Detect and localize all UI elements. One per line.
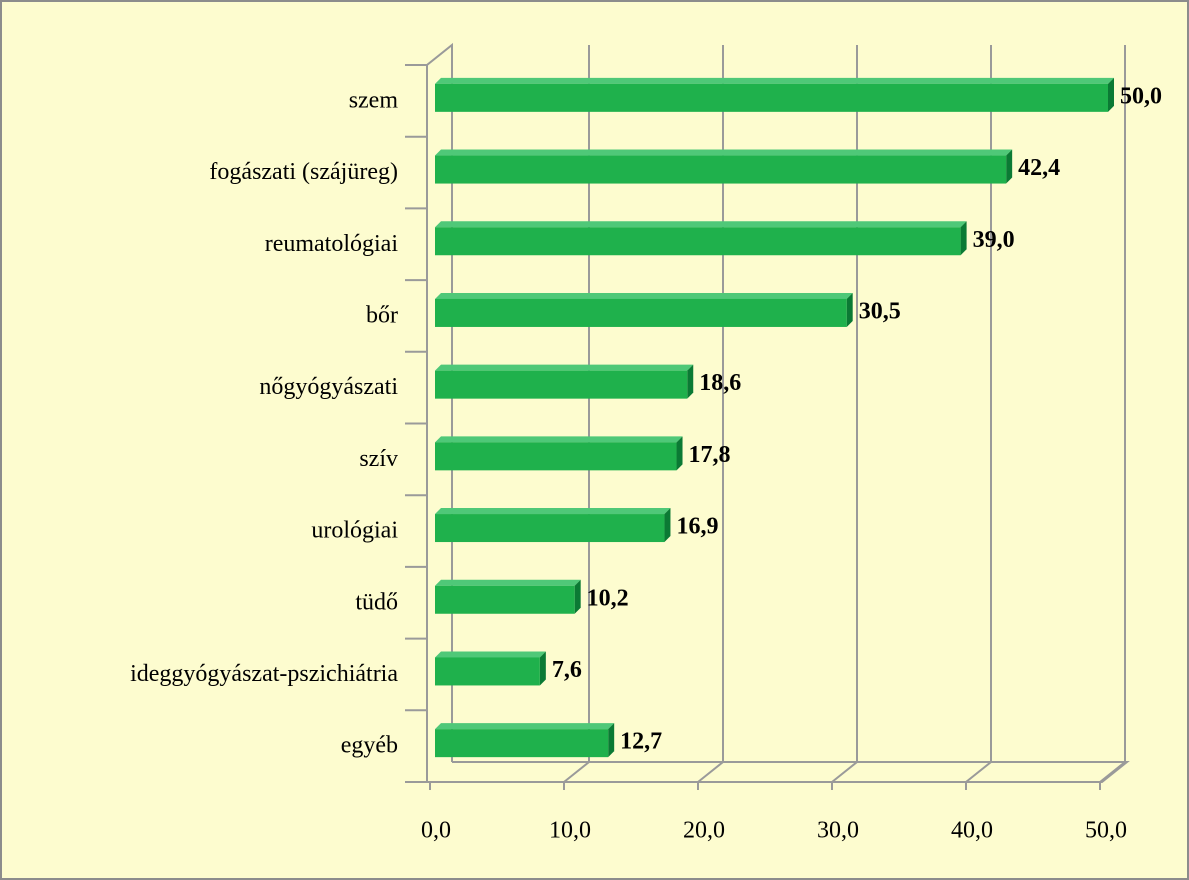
x-tick-label: 20,0 — [683, 818, 725, 844]
data-label: 7,6 — [552, 657, 582, 683]
floor — [427, 761, 1130, 783]
bar-end — [676, 436, 683, 471]
bar-end — [846, 292, 853, 327]
bar-end — [960, 221, 967, 256]
data-label: 17,8 — [689, 442, 731, 468]
y-tick-label: nőgyógyászati — [259, 374, 398, 400]
bar — [435, 77, 1114, 112]
bar-top — [435, 292, 853, 299]
bar — [435, 149, 1013, 184]
x-tick-label: 10,0 — [549, 818, 591, 844]
grid-line — [965, 45, 992, 783]
data-label: 50,0 — [1120, 83, 1162, 109]
bar-end — [664, 508, 671, 543]
bar-front — [435, 227, 961, 256]
bar-top — [435, 723, 615, 730]
bar-top — [435, 77, 1114, 84]
bar-front — [435, 514, 665, 543]
bar-top — [435, 436, 683, 443]
bar-top — [435, 221, 967, 228]
y-tick-label: fogászati (szájüreg) — [209, 159, 398, 185]
bar-top — [435, 651, 546, 658]
bar-top — [435, 149, 1013, 156]
x-tick-label: 0,0 — [421, 818, 451, 844]
bar-front — [435, 83, 1108, 112]
bar-end — [1108, 77, 1114, 112]
bar-end — [1006, 149, 1013, 184]
data-label: 12,7 — [620, 729, 662, 755]
y-tick-label: reumatológiai — [265, 231, 399, 257]
data-label: 10,2 — [587, 585, 629, 611]
grid-line — [831, 45, 858, 783]
bar-end — [539, 651, 546, 686]
bar — [435, 221, 967, 256]
bar — [435, 292, 853, 327]
x-tick-label: 50,0 — [1085, 818, 1127, 844]
data-label: 39,0 — [973, 227, 1015, 253]
bar — [435, 651, 546, 686]
grid-line — [697, 45, 724, 783]
bar-top — [435, 579, 581, 586]
bar-front — [435, 155, 1007, 184]
data-label: 16,9 — [676, 514, 718, 540]
data-label: 42,4 — [1018, 155, 1060, 181]
bar — [435, 436, 683, 471]
y-tick-label: ideggyógyászat-pszichiátria — [130, 661, 398, 687]
bar-top — [435, 508, 671, 515]
y-tick-label: szív — [359, 446, 398, 472]
y-tick-label: urológiai — [311, 518, 398, 544]
bar-end — [608, 723, 615, 758]
data-label: 18,6 — [699, 370, 741, 396]
bar — [435, 579, 581, 614]
bar-front — [435, 298, 847, 327]
bar-top — [435, 364, 694, 371]
y-tick-label: egyéb — [341, 733, 398, 759]
grid-line — [1099, 45, 1126, 783]
x-tick-label: 30,0 — [817, 818, 859, 844]
y-tick-label: tüdő — [355, 589, 398, 615]
bar-front — [435, 585, 575, 614]
bar — [435, 364, 694, 399]
bar-front — [435, 729, 609, 758]
bar-front — [435, 657, 540, 686]
bar-end — [687, 364, 694, 399]
bar — [435, 723, 615, 758]
y-tick-label: szem — [349, 87, 399, 113]
bar-end — [574, 579, 581, 614]
bar — [435, 508, 671, 543]
y-tick-label: bőr — [366, 302, 398, 328]
grid-line — [563, 45, 590, 783]
x-tick-label: 40,0 — [951, 818, 993, 844]
data-label: 30,5 — [859, 298, 901, 324]
bar-front — [435, 442, 677, 471]
bar-front — [435, 370, 688, 399]
